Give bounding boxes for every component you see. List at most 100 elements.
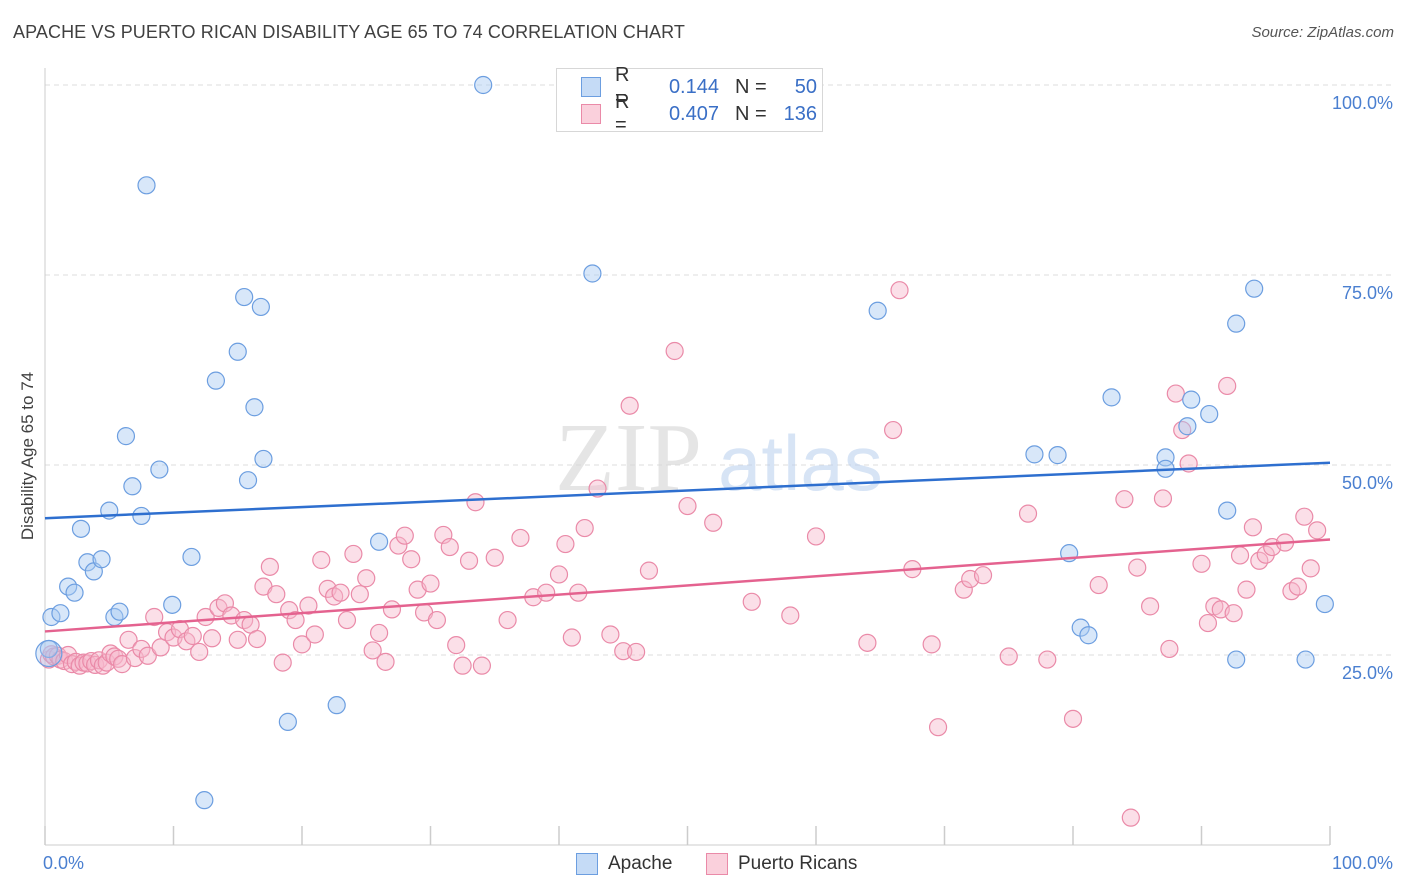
puerto-ricans-point [132, 639, 151, 659]
puerto-ricans-point [312, 550, 331, 570]
apache-point [195, 791, 214, 810]
puerto-ricans-point [858, 633, 877, 652]
apache-point [1048, 446, 1067, 465]
puerto-ricans-point [389, 536, 408, 555]
puerto-ricans-point [639, 561, 659, 580]
apache-point [1296, 650, 1315, 669]
apache-point [251, 297, 270, 317]
x-tick-label: 100.0% [1332, 853, 1393, 873]
apache-point [327, 696, 346, 715]
apache-point [116, 427, 136, 446]
puerto-ricans-point [1198, 613, 1218, 633]
puerto-ricans-point [588, 479, 607, 498]
apache-point [78, 553, 97, 572]
puerto-ricans-point [357, 569, 376, 588]
puerto-ricans-point [601, 625, 620, 644]
puerto-ricans-point [292, 635, 312, 654]
apache-point [245, 398, 264, 417]
legend-row-puerto-ricans: R = 0.407 N = 136 [581, 91, 817, 136]
n-value: 50 [794, 75, 817, 98]
r-value: 0.144 [668, 75, 719, 98]
puerto-ricans-point [781, 606, 800, 625]
puerto-ricans-point [575, 518, 594, 538]
puerto-ricans-point [267, 585, 286, 604]
puerto-ricans-point [202, 629, 222, 648]
correlation-legend: R = 0.144 N = 50 R = 0.407 N = 136 [556, 64, 823, 136]
puerto-ricans-point [1115, 490, 1134, 509]
legend-row-apache: R = 0.144 N = 50 [581, 64, 817, 109]
puerto-ricans-point [1128, 558, 1147, 577]
puerto-ricans-point [922, 635, 941, 654]
puerto-ricans-point [1166, 384, 1185, 403]
legend-label-puerto-ricans: Puerto Ricans [738, 853, 858, 874]
apache-point [42, 607, 61, 627]
apache-point [1218, 501, 1237, 520]
trend-lines [44, 461, 1331, 633]
puerto-ricans-point [260, 557, 279, 576]
puerto-ricans-point [999, 647, 1018, 666]
apache-point [163, 595, 182, 614]
puerto-ricans-point [954, 580, 973, 599]
puerto-ricans-point [145, 607, 164, 627]
puerto-ricans-point [337, 610, 357, 630]
apache-cluster-point [35, 639, 63, 668]
puerto-ricans-swatch [581, 104, 601, 124]
puerto-ricans-point [973, 566, 993, 585]
puerto-ricans-point [1160, 639, 1179, 659]
apache-point [1025, 445, 1044, 464]
apache-point [1071, 618, 1090, 637]
n-value: 136 [783, 102, 817, 125]
puerto-ricans-point [286, 610, 305, 630]
puerto-ricans-point [138, 646, 157, 665]
apache-point [123, 477, 142, 496]
puerto-ricans-point [402, 550, 421, 569]
watermark-atlas: atlas [718, 419, 883, 507]
grid-lines [45, 84, 1393, 656]
puerto-ricans-point [1089, 575, 1108, 595]
puerto-ricans-point [1038, 650, 1057, 669]
puerto-ricans-point [498, 610, 517, 630]
apache-point [206, 371, 226, 390]
puerto-ricans-point [1288, 577, 1307, 596]
puerto-ricans-point [704, 513, 723, 532]
puerto-ricans-point [1295, 507, 1314, 526]
apache-points [35, 75, 1334, 810]
puerto-ricans-point [376, 652, 395, 671]
puerto-ricans-points [39, 281, 1327, 827]
puerto-ricans-point [382, 600, 402, 619]
puerto-ricans-point [228, 630, 247, 649]
puerto-ricans-point [183, 626, 202, 646]
apache-point [235, 287, 254, 307]
puerto-ricans-point [1063, 709, 1083, 728]
apache-point [868, 301, 887, 320]
puerto-ricans-point [678, 496, 697, 516]
chart-title: APACHE VS PUERTO RICAN DISABILITY AGE 65… [13, 22, 685, 42]
apache-point [1227, 314, 1246, 333]
puerto-ricans-point [562, 628, 581, 647]
puerto-ricans-point [626, 642, 646, 662]
puerto-ricans-point [363, 641, 382, 660]
apache-point [137, 176, 156, 195]
puerto-ricans-point [440, 537, 459, 557]
apache-point [1227, 650, 1246, 669]
puerto-ricans-point [1301, 559, 1320, 578]
y-tick-label: 50.0% [1342, 473, 1393, 493]
apache-point [254, 449, 273, 469]
puerto-ricans-point [1192, 554, 1211, 573]
n-label: N = [735, 75, 767, 98]
apache-point [1079, 626, 1098, 645]
puerto-ricans-point [447, 636, 466, 655]
puerto-ricans-point [273, 653, 292, 672]
puerto-ricans-point [883, 420, 903, 440]
puerto-ricans-point [556, 534, 575, 554]
puerto-ricans-point [59, 645, 78, 665]
apache-point [238, 471, 258, 490]
legend-item-apache[interactable]: Apache [576, 852, 672, 876]
apache-point [65, 583, 84, 602]
r-value: 0.407 [668, 102, 719, 125]
apache-point [71, 519, 91, 538]
puerto-ricans-point [1018, 504, 1038, 523]
puerto-ricans-point [1153, 489, 1173, 508]
legend-item-puerto-ricans[interactable]: Puerto Ricans [706, 852, 857, 876]
apache-point [110, 602, 129, 621]
